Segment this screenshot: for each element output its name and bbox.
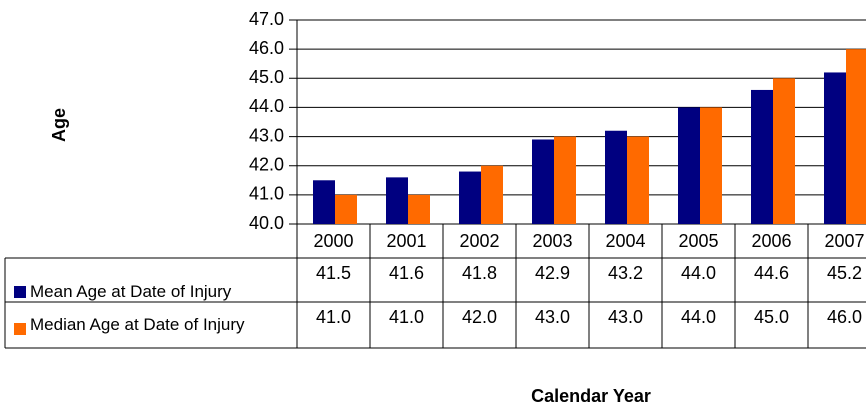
bar — [554, 136, 576, 224]
bar — [824, 72, 846, 224]
x-tick-label: 2003 — [532, 231, 572, 251]
x-tick-label: 2002 — [459, 231, 499, 251]
x-tick-label: 2000 — [313, 231, 353, 251]
bar — [605, 130, 627, 224]
x-tick-label: 2007 — [824, 231, 864, 251]
table-cell: 44.6 — [754, 263, 789, 283]
table-cell: 41.8 — [462, 263, 497, 283]
y-axis-title: Age — [49, 108, 69, 142]
y-tick-label: 45.0 — [249, 67, 284, 87]
bar — [313, 180, 335, 224]
table-cell: 45.0 — [754, 307, 789, 327]
bar — [532, 139, 554, 224]
bar — [627, 136, 649, 224]
y-tick-label: 46.0 — [249, 38, 284, 58]
bar — [846, 49, 866, 225]
bar — [751, 89, 773, 224]
legend-swatch — [14, 323, 26, 335]
table-cell: 42.0 — [462, 307, 497, 327]
bar — [773, 78, 795, 225]
x-axis-title: Calendar Year — [531, 386, 651, 406]
bar — [386, 177, 408, 224]
y-tick-label: 47.0 — [249, 9, 284, 29]
y-tick-label: 40.0 — [249, 213, 284, 233]
y-tick-label: 42.0 — [249, 154, 284, 174]
table-cell: 43.2 — [608, 263, 643, 283]
y-tick-label: 43.0 — [249, 125, 284, 145]
x-tick-label: 2005 — [678, 231, 718, 251]
x-tick-label: 2006 — [751, 231, 791, 251]
table-cell: 41.5 — [316, 263, 351, 283]
bar — [700, 107, 722, 224]
table-cell: 45.2 — [827, 263, 862, 283]
table-cell: 43.0 — [608, 307, 643, 327]
table-cell: 41.0 — [316, 307, 351, 327]
bar — [408, 194, 430, 224]
bar — [459, 171, 481, 224]
bar — [335, 194, 357, 224]
table-cell: 44.0 — [681, 263, 716, 283]
table-cell: 46.0 — [827, 307, 862, 327]
y-tick-label: 44.0 — [249, 96, 284, 116]
table-cell: 41.6 — [389, 263, 424, 283]
legend-swatch — [14, 286, 26, 298]
table-cell: 44.0 — [681, 307, 716, 327]
x-tick-label: 2001 — [386, 231, 426, 251]
x-tick-label: 2004 — [605, 231, 645, 251]
table-cell: 43.0 — [535, 307, 570, 327]
row-label: Median Age at Date of Injury — [30, 315, 245, 334]
y-tick-label: 41.0 — [249, 184, 284, 204]
bar — [481, 165, 503, 224]
row-label: Mean Age at Date of Injury — [30, 282, 232, 301]
bar — [678, 107, 700, 224]
table-cell: 42.9 — [535, 263, 570, 283]
table-cell: 41.0 — [389, 307, 424, 327]
